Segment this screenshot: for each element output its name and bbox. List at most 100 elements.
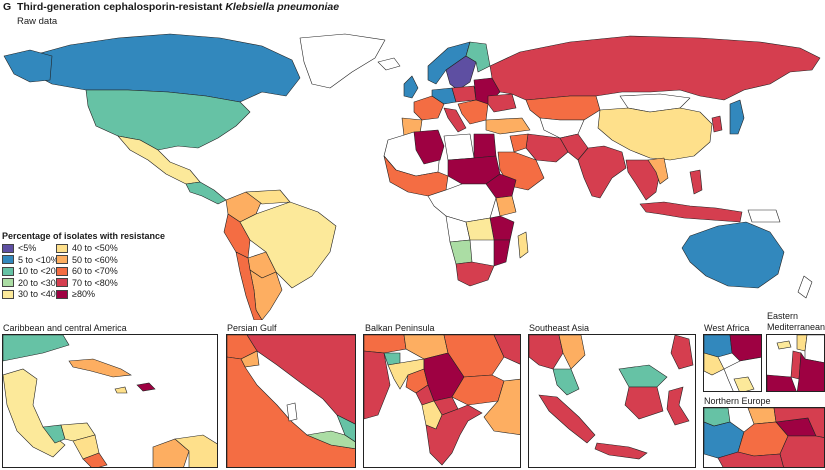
region-central-america[interactable] xyxy=(185,181,227,205)
region-turkey[interactable] xyxy=(485,117,531,135)
map-title: G Third-generation cephalosporin-resista… xyxy=(3,1,339,13)
gulf-oman[interactable] xyxy=(336,414,356,443)
region-balkans[interactable] xyxy=(457,99,489,125)
ne-ukraine[interactable] xyxy=(779,435,825,468)
balkan-turkey[interactable] xyxy=(483,378,521,436)
legend-swatch xyxy=(2,289,14,299)
region-vietnam[interactable] xyxy=(647,157,669,185)
emed-syria[interactable] xyxy=(804,335,825,363)
emed-egypt[interactable] xyxy=(767,374,797,392)
carib-mexico[interactable] xyxy=(3,368,66,458)
region-germany[interactable] xyxy=(431,87,457,105)
region-egypt[interactable] xyxy=(473,133,497,159)
legend-swatch xyxy=(2,243,14,253)
region-south-africa[interactable] xyxy=(455,261,495,287)
region-india[interactable] xyxy=(577,145,627,199)
balkan-greece[interactable] xyxy=(425,404,483,466)
ne-czech-slovakia[interactable] xyxy=(717,451,784,468)
region-australia[interactable] xyxy=(681,221,785,289)
region-mozambique[interactable] xyxy=(493,239,511,267)
region-zambia[interactable] xyxy=(465,217,495,241)
region-korea[interactable] xyxy=(711,115,723,133)
carib-cuba[interactable] xyxy=(68,358,132,378)
carib-jamaica[interactable] xyxy=(114,386,128,394)
wa-senegal[interactable] xyxy=(704,335,733,358)
region-central-africa[interactable] xyxy=(427,183,497,223)
region-kenya[interactable] xyxy=(495,195,517,217)
legend-swatch xyxy=(2,278,14,287)
sea-laos-vietnam[interactable] xyxy=(558,335,586,370)
region-uk[interactable] xyxy=(403,75,419,99)
region-papua[interactable] xyxy=(747,209,781,223)
region-west-africa[interactable] xyxy=(383,155,449,197)
gulf-qatar[interactable] xyxy=(286,402,298,422)
region-iraq[interactable] xyxy=(509,133,529,153)
carib-costa-rica[interactable] xyxy=(82,452,108,468)
region-libya[interactable] xyxy=(443,133,475,161)
legend-item: 10 to <20% xyxy=(2,266,64,276)
region-algeria[interactable] xyxy=(413,129,445,165)
region-usa[interactable] xyxy=(85,89,251,151)
inset-label-caribbean: Caribbean and central America xyxy=(3,323,127,333)
gulf-iran[interactable] xyxy=(246,335,356,425)
legend-swatch xyxy=(56,255,68,264)
gulf-uae[interactable] xyxy=(305,430,356,449)
legend-item: ≥80% xyxy=(56,289,138,299)
legend-label: 40 to <50% xyxy=(72,243,118,253)
region-japan[interactable] xyxy=(729,99,745,135)
inset-northern-europe xyxy=(703,407,825,468)
region-philippines[interactable] xyxy=(689,169,703,195)
sea-myanmar-thailand[interactable] xyxy=(529,335,564,370)
region-chile[interactable] xyxy=(235,251,263,320)
region-china[interactable] xyxy=(597,107,713,161)
region-kazakhstan[interactable] xyxy=(525,95,601,121)
legend-swatch xyxy=(2,255,14,264)
legend-title: Percentage of isolates with resistance xyxy=(2,231,166,241)
legend-label: 20 to <30% xyxy=(18,277,64,288)
legend-swatch xyxy=(56,289,68,299)
carib-usa[interactable] xyxy=(3,335,70,362)
legend-item: 60 to <70% xyxy=(56,266,138,276)
region-greenland[interactable] xyxy=(299,33,386,89)
wa-guinea[interactable] xyxy=(704,352,725,376)
carib-colombia[interactable] xyxy=(152,438,190,468)
region-alaska[interactable] xyxy=(3,49,53,83)
region-canada[interactable] xyxy=(25,33,301,103)
region-brazil[interactable] xyxy=(239,201,337,289)
region-italy[interactable] xyxy=(443,107,467,133)
sea-borneo-malaysia[interactable] xyxy=(618,364,668,388)
region-indonesia[interactable] xyxy=(639,201,743,223)
sea-sulawesi[interactable] xyxy=(666,386,690,426)
carib-hispaniola[interactable] xyxy=(136,382,156,392)
region-russia[interactable] xyxy=(489,35,821,101)
sea-borneo-indonesia[interactable] xyxy=(624,386,664,420)
wa-sierra-leone[interactable] xyxy=(733,376,755,392)
region-ukraine[interactable] xyxy=(487,93,517,113)
legend-label: 10 to <20% xyxy=(18,266,64,276)
sea-malaysia[interactable] xyxy=(552,368,580,396)
region-finland[interactable] xyxy=(465,41,491,73)
title-prefix: Third-generation cephalosporin-resistant xyxy=(17,1,223,13)
ne-baltic-states[interactable] xyxy=(747,408,777,425)
region-poland[interactable] xyxy=(451,85,477,103)
inset-west-africa xyxy=(703,334,762,392)
region-new-zealand[interactable] xyxy=(797,275,813,299)
emed-jordan[interactable] xyxy=(796,352,825,392)
balkan-austria[interactable] xyxy=(364,335,407,354)
sea-philippines[interactable] xyxy=(670,335,694,370)
gulf-saudi[interactable] xyxy=(227,356,356,468)
legend-item: 50 to <60% xyxy=(56,255,138,265)
world-map xyxy=(3,33,821,320)
sea-sumatra[interactable] xyxy=(538,394,596,444)
region-iceland[interactable] xyxy=(377,57,401,71)
emed-cyprus[interactable] xyxy=(776,340,792,350)
sea-java[interactable] xyxy=(594,442,648,460)
wa-mali[interactable] xyxy=(729,335,762,362)
balkan-italy[interactable] xyxy=(364,350,391,420)
region-madagascar[interactable] xyxy=(517,231,529,259)
wa-cote-divoire[interactable] xyxy=(723,357,762,392)
inset-label-west-africa: West Africa xyxy=(704,323,750,333)
carib-venezuela[interactable] xyxy=(174,434,218,468)
balkan-moldova[interactable] xyxy=(493,335,521,365)
region-namibia[interactable] xyxy=(449,239,473,265)
